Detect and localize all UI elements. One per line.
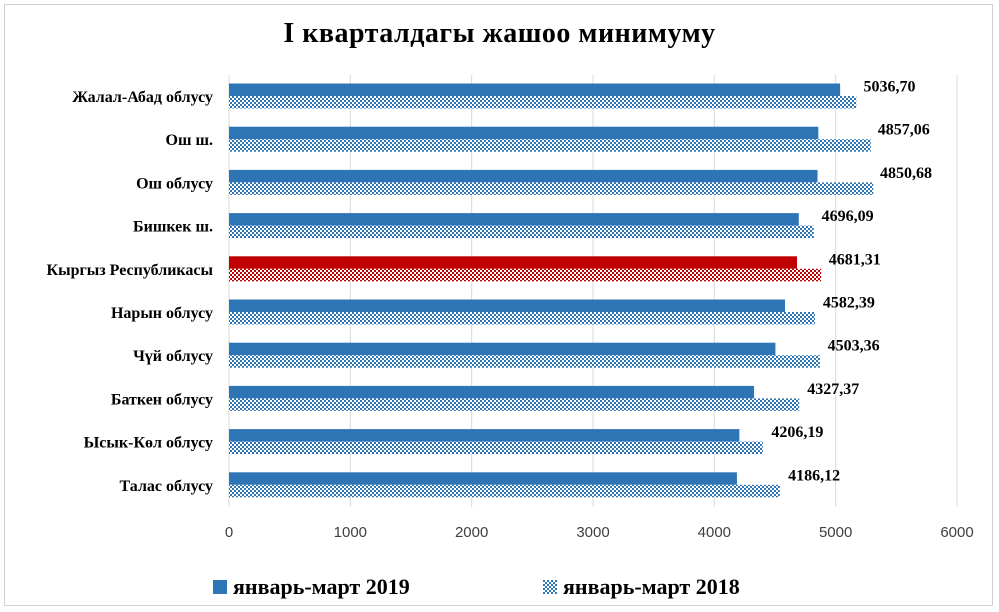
legend-label-2019: январь-март 2019 [233,574,410,599]
x-tick-label: 4000 [698,524,731,541]
bar-2019 [229,256,797,269]
bar-2019 [229,472,737,485]
bar-2019 [229,169,818,183]
legend-item-2019: январь-март 2019 [213,574,410,600]
data-label: 5036,70 [863,79,915,96]
data-label: 4850,68 [880,165,932,182]
bar-2019 [229,83,841,96]
data-label: 4582,39 [823,295,875,312]
x-tick-label: 3000 [576,524,609,541]
bar-2019 [229,342,776,356]
bar-2018 [229,139,871,152]
bar-2019 [229,126,819,140]
data-label: 4327,37 [807,381,859,398]
bar-2018 [229,96,857,109]
bar-2019 [229,385,755,399]
category-label: Баткен облусу [111,391,213,408]
category-label: Бишкек ш. [133,219,213,236]
bar-2019 [229,429,740,442]
category-label: Нарын облусу [111,305,213,322]
data-label: 4186,12 [788,467,840,484]
category-label: Талас облусу [120,478,213,495]
bar-2018 [229,355,820,368]
bar-2018 [229,225,814,239]
category-label: Ош облусу [136,175,213,192]
x-tick-label: 0 [225,524,233,541]
bar-2018 [229,312,816,325]
data-label: 4206,19 [771,424,823,441]
bar-2018 [229,441,763,455]
legend: январь-март 2019 январь-март 2018 [0,574,999,604]
category-label: Ысык-Көл облусу [84,435,213,452]
x-tick-label: 5000 [819,524,852,541]
chart-title: I кварталдагы жашоо минимуму [283,18,716,49]
x-tick-label: 1000 [334,524,367,541]
category-label: Кыргыз Республикасы [46,262,213,279]
bar-2018 [229,268,822,282]
data-label: 4681,31 [829,251,881,268]
bar-2018 [229,182,874,195]
x-tick-label: 6000 [940,524,973,541]
bar-2018 [229,484,780,498]
category-label: Ош ш. [166,132,213,149]
legend-label-2018: январь-март 2018 [563,574,740,599]
legend-item-2018: январь-март 2018 [543,574,740,600]
data-label: 4696,09 [822,208,874,225]
data-label: 4857,06 [878,122,930,139]
legend-swatch-solid [213,580,227,594]
x-tick-label: 2000 [455,524,488,541]
category-label: Жалал-Абад облусу [72,89,213,106]
legend-swatch-checker [543,580,557,594]
bar-2019 [229,213,799,226]
category-label: Чүй облусу [133,348,213,365]
bar-2018 [229,398,800,411]
bar-2019 [229,299,785,312]
data-label: 4503,36 [828,338,880,355]
